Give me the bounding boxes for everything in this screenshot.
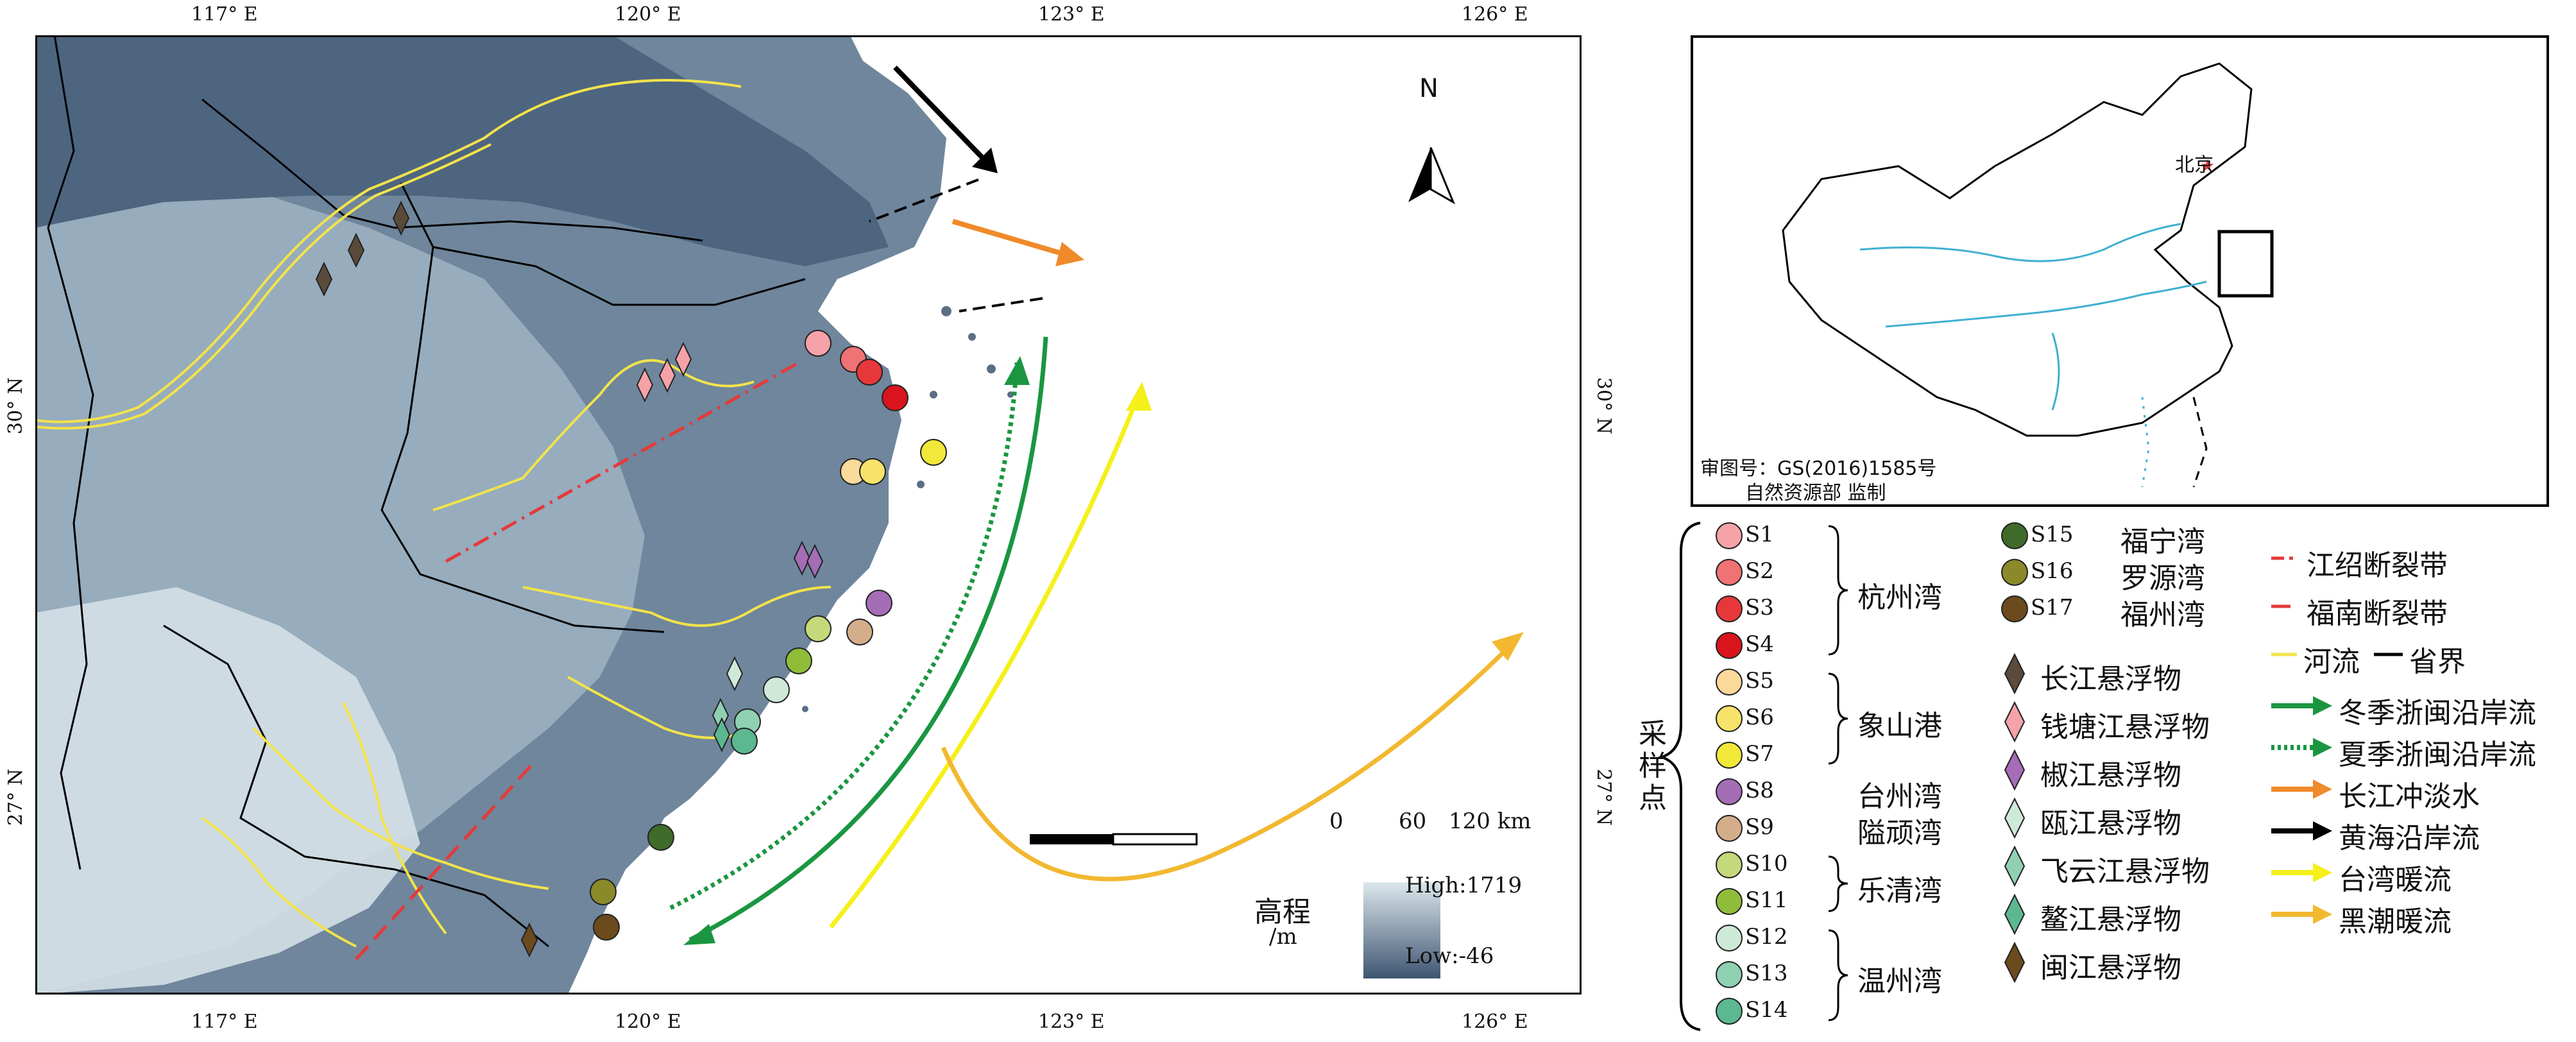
legend-s8: S8 bbox=[1745, 778, 1774, 803]
kuroshio-current bbox=[941, 643, 1513, 882]
legend-current-summer: 夏季浙闽沿岸流 bbox=[2339, 739, 2536, 771]
scale-tick-120: 120 km bbox=[1449, 808, 1531, 834]
scale-tick-60: 60 bbox=[1399, 808, 1427, 834]
legend-s15: S15 bbox=[2031, 522, 2074, 547]
legend-s16: S16 bbox=[2031, 558, 2074, 584]
legend-current-kuroshio: 黑潮暖流 bbox=[2339, 905, 2452, 938]
legend-particle-minjiang: 闽江悬浮物 bbox=[2040, 952, 2181, 984]
lon-label-120-bottom: 120° E bbox=[615, 1011, 681, 1033]
elevation-low: Low:-46 bbox=[1405, 943, 1494, 969]
china-outline bbox=[1782, 62, 2253, 437]
legend-s3: S3 bbox=[1745, 595, 1774, 620]
legend-particle-jiaojiang: 椒江悬浮物 bbox=[2040, 759, 2181, 792]
legend-s16-name: 罗源湾 bbox=[2120, 562, 2205, 595]
inset-caption-1: 审图号：GS(2016)1585号 bbox=[1700, 457, 1937, 480]
legend-particle-changjiang: 长江悬浮物 bbox=[2040, 663, 2181, 696]
legend-particle-aojiang: 鳌江悬浮物 bbox=[2040, 903, 2181, 936]
changjiang-diluted-water bbox=[951, 219, 1063, 256]
rivers bbox=[35, 79, 832, 948]
legend bbox=[1655, 513, 2573, 1039]
elevation-high: High:1719 bbox=[1405, 873, 1523, 898]
legend-current-changjiang: 长江冲淡水 bbox=[2339, 780, 2480, 813]
elevation-ramp bbox=[1363, 882, 1440, 978]
legend-current-taiwan: 台湾暖流 bbox=[2339, 864, 2452, 896]
legend-line-jiangshao: 江绍断裂带 bbox=[2307, 549, 2448, 582]
currents bbox=[669, 65, 1524, 945]
north-arrow bbox=[1408, 147, 1456, 205]
legend-line-river: 河流 bbox=[2303, 645, 2360, 678]
lon-label-117-bottom: 117° E bbox=[191, 1011, 258, 1033]
elevation-unit: /m bbox=[1269, 924, 1297, 950]
legend-s15-name: 福宁湾 bbox=[2120, 525, 2205, 558]
legend-s13: S13 bbox=[1745, 961, 1788, 986]
map-canvas bbox=[35, 35, 1582, 995]
legend-particle-qiantang: 钱塘江悬浮物 bbox=[2040, 711, 2210, 744]
lon-label-126-bottom: 126° E bbox=[1462, 1011, 1528, 1033]
summer-coastal-current bbox=[669, 362, 1019, 910]
legend-s7: S7 bbox=[1745, 741, 1774, 767]
lat-label-30-left: 30° N bbox=[4, 377, 27, 434]
sampling-stations bbox=[590, 330, 947, 941]
scale-tick-0: 0 bbox=[1329, 808, 1343, 834]
lat-label-27-left: 27° N bbox=[4, 769, 27, 826]
inset-capital-label: 北京 bbox=[2175, 154, 2213, 176]
inset-canvas: ★ bbox=[1782, 62, 2274, 488]
legend-s2: S2 bbox=[1745, 558, 1774, 584]
legend-group-wenzhou: 温州湾 bbox=[1857, 965, 1942, 998]
legend-group-taizhou: 台州湾 bbox=[1857, 780, 1942, 813]
legend-s9: S9 bbox=[1745, 814, 1774, 840]
legend-s14: S14 bbox=[1745, 997, 1788, 1023]
lon-label-126-top: 126° E bbox=[1462, 3, 1528, 26]
legend-s10: S10 bbox=[1745, 851, 1788, 876]
legend-s12: S12 bbox=[1745, 924, 1788, 950]
scale-bar bbox=[1030, 833, 1198, 846]
taiwan-warm-current bbox=[829, 393, 1141, 929]
lat-label-27-right: 27° N bbox=[1592, 769, 1615, 826]
legend-group-xiangshan: 象山港 bbox=[1857, 710, 1942, 742]
province-boundaries bbox=[47, 35, 806, 948]
lon-label-123-top: 123° E bbox=[1038, 3, 1105, 26]
legend-s17: S17 bbox=[2031, 595, 2074, 620]
legend-particle-feiyun: 飞云江悬浮物 bbox=[2040, 855, 2210, 888]
inset-caption-2: 自然资源部 监制 bbox=[1745, 482, 1886, 504]
legend-s6: S6 bbox=[1745, 705, 1774, 730]
lat-label-30-right: 30° N bbox=[1592, 377, 1615, 434]
legend-s5: S5 bbox=[1745, 668, 1774, 694]
legend-s1: S1 bbox=[1745, 522, 1774, 547]
funan-fault bbox=[355, 759, 537, 961]
legend-current-huanghai: 黄海沿岸流 bbox=[2339, 822, 2480, 855]
elevation-title: 高程 bbox=[1254, 896, 1311, 928]
legend-line-province: 省界 bbox=[2409, 645, 2466, 678]
legend-group-yueqing: 乐清湾 bbox=[1857, 875, 1942, 907]
legend-particle-oujiang: 瓯江悬浮物 bbox=[2040, 807, 2181, 840]
legend-group-title: 采样点 bbox=[1633, 719, 1666, 815]
legend-line-funan: 福南断裂带 bbox=[2307, 597, 2448, 630]
north-label: N bbox=[1419, 74, 1438, 103]
winter-coastal-current bbox=[688, 336, 1048, 943]
legend-group-hangzhou: 杭州湾 bbox=[1857, 581, 1942, 614]
main-map bbox=[35, 35, 1582, 995]
legend-s4: S4 bbox=[1745, 631, 1774, 657]
study-area-box bbox=[2217, 230, 2274, 298]
legend-s11: S11 bbox=[1745, 887, 1788, 913]
particle-samples bbox=[315, 200, 824, 958]
inset-map: ★ bbox=[1691, 35, 2549, 507]
huanghai-coastal-current bbox=[893, 65, 993, 169]
legend-current-winter: 冬季浙闽沿岸流 bbox=[2339, 697, 2536, 730]
svg-text:★: ★ bbox=[2200, 157, 2215, 176]
jiangshao-fault bbox=[445, 361, 800, 563]
legend-s17-name: 福州湾 bbox=[2120, 599, 2205, 631]
legend-group-aiwan: 隘顽湾 bbox=[1857, 817, 1942, 850]
lon-label-117-top: 117° E bbox=[191, 3, 258, 26]
lon-label-123-bottom: 123° E bbox=[1038, 1011, 1105, 1033]
legend-graphics bbox=[1657, 522, 2403, 1031]
lon-label-120-top: 120° E bbox=[615, 3, 681, 26]
